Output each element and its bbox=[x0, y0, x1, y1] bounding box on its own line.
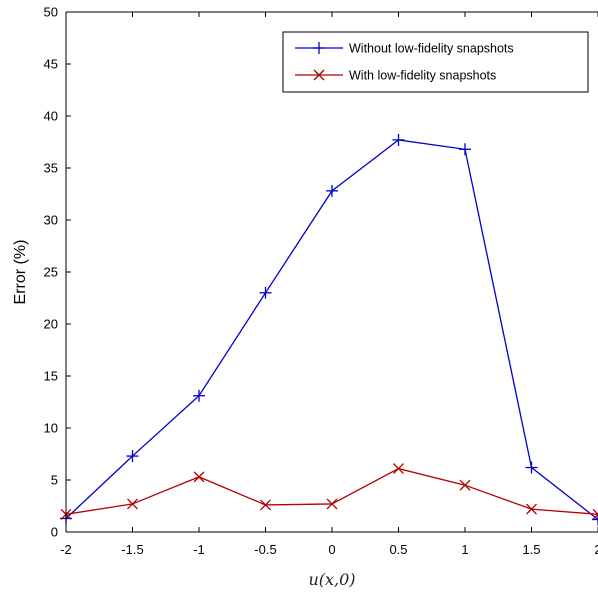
x-marker bbox=[592, 508, 598, 520]
axes-layer: 0 5 10 15 20 25 30 35 40 45 50 -2 -1.5 -1 -0.5 0 0.5 1 1.5… bbox=[44, 5, 598, 557]
x-marker bbox=[393, 463, 404, 475]
x-marker bbox=[127, 498, 138, 510]
x-marker bbox=[260, 499, 271, 511]
plus-marker bbox=[525, 461, 538, 474]
legend-entry: Without low-fidelity snapshots bbox=[295, 42, 514, 56]
x-marker bbox=[193, 471, 205, 483]
y-tick-label: 25 bbox=[44, 265, 58, 280]
plus-marker bbox=[326, 184, 338, 197]
legend-box bbox=[282, 31, 589, 93]
x-tick-label: -0.5 bbox=[254, 542, 276, 557]
y-tick-label: 35 bbox=[44, 161, 58, 176]
x-tick-label: -1.5 bbox=[121, 542, 143, 557]
y-axis-label: Error (%) bbox=[12, 240, 29, 305]
y-tick-label: 5 bbox=[51, 473, 58, 488]
x-tick-label: -2 bbox=[60, 542, 72, 557]
plus-marker bbox=[126, 450, 139, 463]
legend-label: Without low-fidelity snapshots bbox=[349, 42, 514, 56]
x-tick-label: 2 bbox=[594, 542, 598, 557]
x-marker bbox=[313, 69, 325, 81]
legend: Without low-fidelity snapshots With low-f… bbox=[282, 31, 589, 93]
x-tick-label: 1.5 bbox=[522, 542, 540, 557]
plus-marker bbox=[459, 143, 471, 156]
plus-marker bbox=[592, 513, 598, 526]
y-tick-label: 40 bbox=[44, 109, 58, 124]
x-tick-label: 0.5 bbox=[389, 542, 407, 557]
x-tick-label: 0 bbox=[328, 542, 335, 557]
legend-entry: With low-fidelity snapshots bbox=[295, 69, 496, 83]
plot-background bbox=[66, 12, 598, 532]
x-tick-label: 1 bbox=[461, 542, 468, 557]
y-tick-label: 15 bbox=[44, 369, 58, 384]
plus-marker bbox=[259, 286, 272, 299]
y-tick-label: 0 bbox=[51, 525, 58, 540]
x-marker bbox=[326, 498, 338, 510]
plus-marker bbox=[313, 42, 325, 54]
y-tick-label: 10 bbox=[44, 421, 58, 436]
plus-marker bbox=[392, 133, 405, 146]
y-tick-label: 50 bbox=[44, 5, 58, 20]
y-tick-label: 45 bbox=[44, 57, 58, 72]
x-marker bbox=[526, 503, 537, 515]
plot-area bbox=[66, 12, 598, 532]
x-axis-label: u(x,0) bbox=[308, 570, 355, 589]
x-marker bbox=[459, 479, 471, 491]
y-tick-label: 30 bbox=[44, 213, 58, 228]
y-tick-label: 20 bbox=[44, 317, 58, 332]
legend-label: With low-fidelity snapshots bbox=[349, 69, 496, 83]
x-tick-label: -1 bbox=[193, 542, 205, 557]
plus-marker bbox=[193, 389, 205, 402]
